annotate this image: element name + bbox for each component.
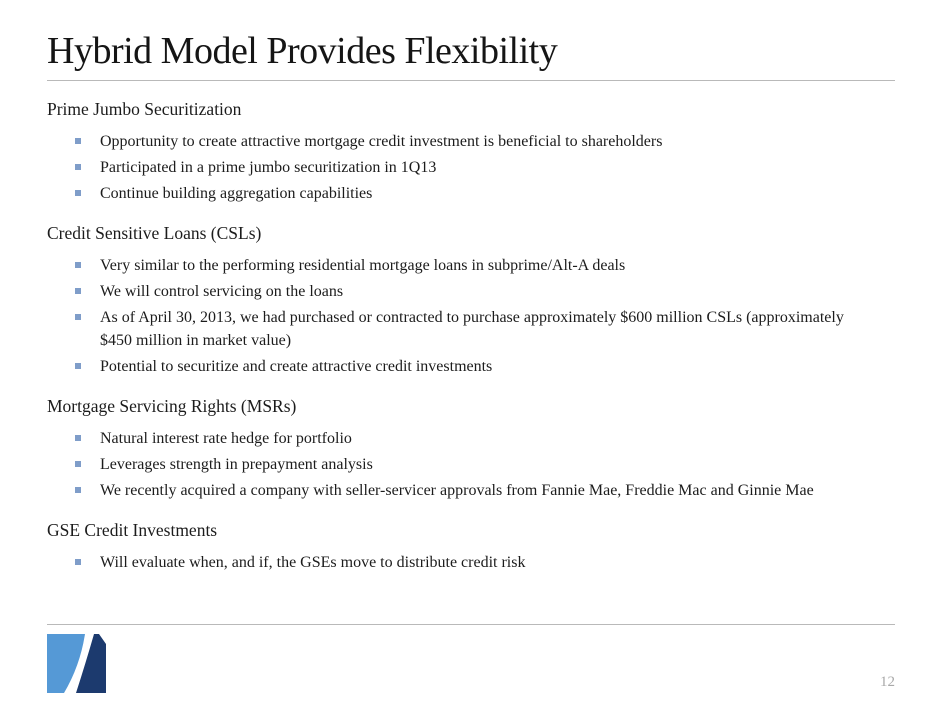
bullet-text: Will evaluate when, and if, the GSEs mov… xyxy=(100,554,526,571)
bullet-list: Very similar to the performing residenti… xyxy=(47,254,895,378)
square-bullet-icon xyxy=(75,288,81,294)
company-logo-icon xyxy=(47,634,106,693)
bullet-text: Leverages strength in prepayment analysi… xyxy=(100,456,373,473)
square-bullet-icon xyxy=(75,435,81,441)
bullet-item: Natural interest rate hedge for portfoli… xyxy=(47,427,895,450)
bullet-list: Opportunity to create attractive mortgag… xyxy=(47,130,895,205)
section-heading: Credit Sensitive Loans (CSLs) xyxy=(47,223,262,243)
bullet-text: Potential to securitize and create attra… xyxy=(100,358,493,375)
square-bullet-icon xyxy=(75,363,81,369)
section-heading: Prime Jumbo Securitization xyxy=(47,99,242,119)
bullet-list: Natural interest rate hedge for portfoli… xyxy=(47,427,895,502)
square-bullet-icon xyxy=(75,559,81,565)
page-title: Hybrid Model Provides Flexibility xyxy=(47,30,558,72)
slide-section: Mortgage Servicing Rights (MSRs) Natural… xyxy=(47,395,895,502)
bullet-item: Potential to securitize and create attra… xyxy=(47,355,895,378)
bullet-text: Continue building aggregation capabiliti… xyxy=(100,185,373,202)
slide-section: Credit Sensitive Loans (CSLs) Very simil… xyxy=(47,222,895,378)
bullet-item: Participated in a prime jumbo securitiza… xyxy=(47,156,895,179)
page-number: 12 xyxy=(880,674,895,690)
section-container: Prime Jumbo Securitization Opportunity t… xyxy=(47,98,895,574)
bullet-text: Very similar to the performing residenti… xyxy=(100,257,626,274)
bullet-text: Participated in a prime jumbo securitiza… xyxy=(100,159,437,176)
slide-section: Prime Jumbo Securitization Opportunity t… xyxy=(47,98,895,205)
section-heading: Mortgage Servicing Rights (MSRs) xyxy=(47,396,297,416)
bullet-text: Natural interest rate hedge for portfoli… xyxy=(100,430,352,447)
slide-content: Hybrid Model Provides Flexibility Prime … xyxy=(47,0,895,577)
bullet-text: We recently acquired a company with sell… xyxy=(100,482,814,499)
slide-section: GSE Credit Investments Will evaluate whe… xyxy=(47,519,895,574)
bullet-item: Very similar to the performing residenti… xyxy=(47,254,895,277)
bullet-text: Opportunity to create attractive mortgag… xyxy=(100,133,663,150)
bullet-text: We will control servicing on the loans xyxy=(100,283,344,300)
square-bullet-icon xyxy=(75,138,81,144)
bullet-item: Continue building aggregation capabiliti… xyxy=(47,182,895,205)
bullet-item: We will control servicing on the loans xyxy=(47,280,895,303)
square-bullet-icon xyxy=(75,262,81,268)
bullet-item: As of April 30, 2013, we had purchased o… xyxy=(47,306,895,352)
bullet-item: Opportunity to create attractive mortgag… xyxy=(47,130,895,153)
square-bullet-icon xyxy=(75,314,81,320)
square-bullet-icon xyxy=(75,461,81,467)
bullet-text: As of April 30, 2013, we had purchased o… xyxy=(100,309,844,349)
square-bullet-icon xyxy=(75,190,81,196)
bullet-item: We recently acquired a company with sell… xyxy=(47,479,895,502)
bullet-item: Leverages strength in prepayment analysi… xyxy=(47,453,895,476)
square-bullet-icon xyxy=(75,164,81,170)
section-heading: GSE Credit Investments xyxy=(47,520,218,540)
bullet-list: Will evaluate when, and if, the GSEs mov… xyxy=(47,551,895,574)
bullet-item: Will evaluate when, and if, the GSEs mov… xyxy=(47,551,895,574)
title-divider xyxy=(47,80,895,81)
square-bullet-icon xyxy=(75,487,81,493)
footer-divider xyxy=(47,624,895,625)
